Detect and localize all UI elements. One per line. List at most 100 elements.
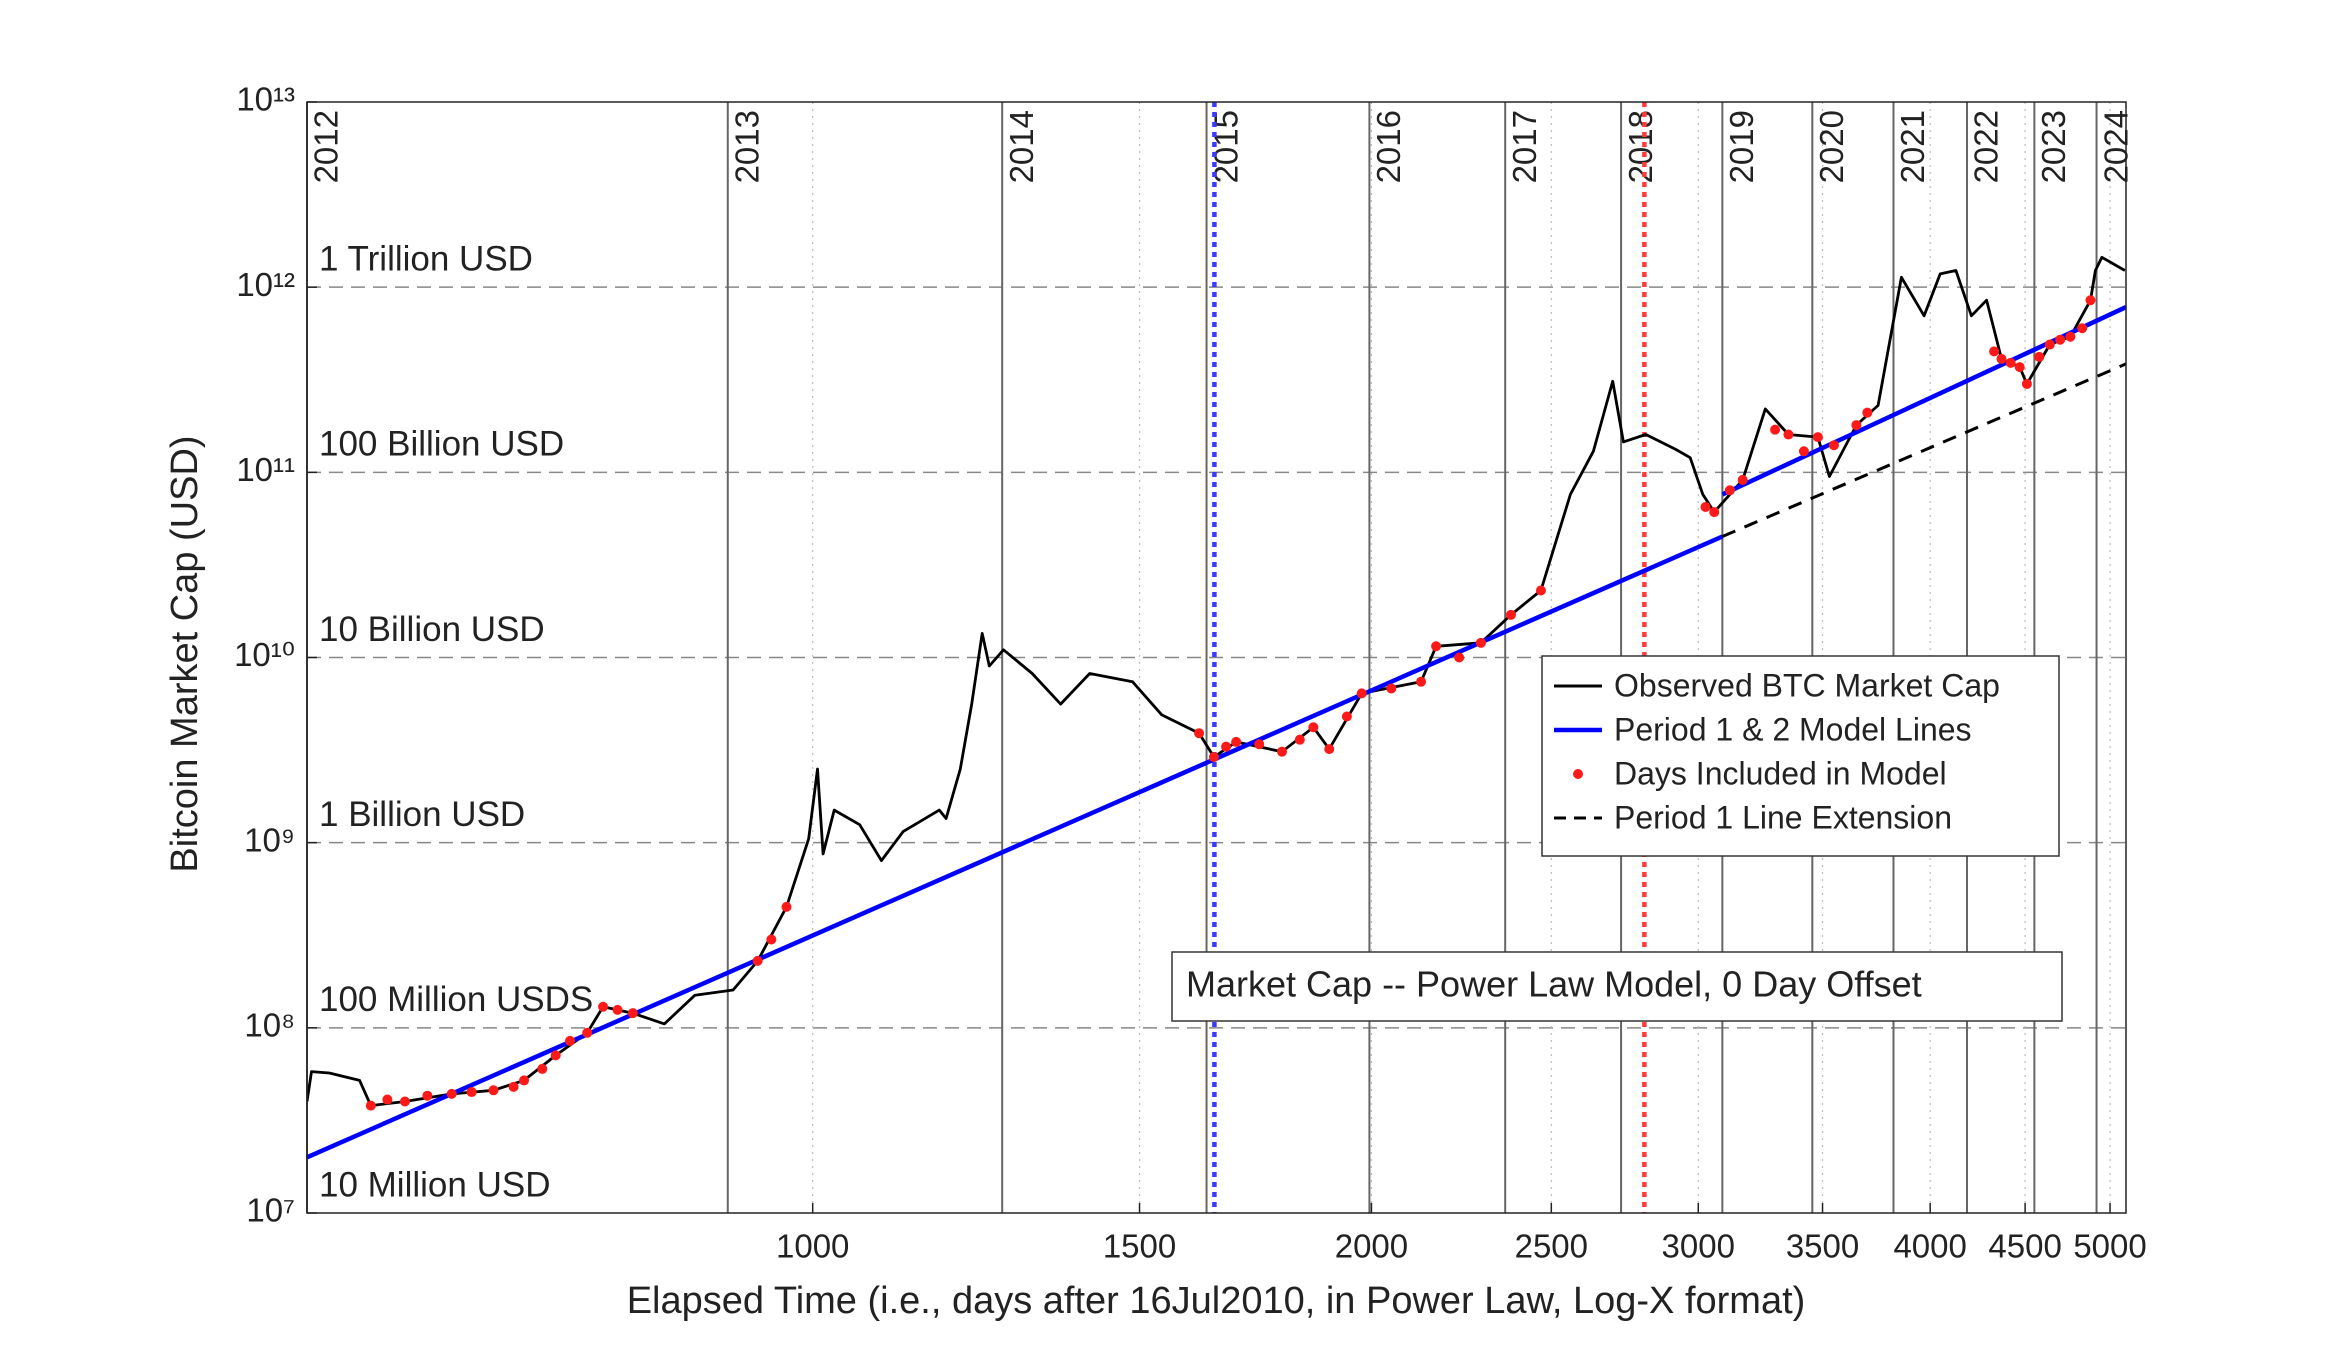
data-point — [1828, 440, 1839, 451]
data-point — [582, 1027, 593, 1038]
y-tick-label: 10¹⁰ — [234, 636, 295, 673]
data-point — [2021, 378, 2032, 389]
data-point — [466, 1087, 477, 1098]
data-point — [2085, 295, 2096, 306]
data-point — [382, 1094, 393, 1105]
data-point — [1737, 474, 1748, 485]
y-axis-label: Bitcoin Market Cap (USD) — [164, 435, 206, 872]
data-point — [1989, 346, 2000, 357]
y-tick-label: 10¹³ — [236, 81, 295, 118]
data-point — [1505, 609, 1516, 620]
data-point — [2014, 362, 2025, 373]
legend-label: Days Included in Model — [1614, 755, 1947, 791]
x-tick-label: 3500 — [1786, 1228, 1859, 1265]
data-point — [766, 934, 777, 945]
data-point — [2005, 357, 2016, 368]
data-point — [1231, 736, 1242, 747]
data-point — [598, 1001, 609, 1012]
data-point — [2077, 323, 2088, 334]
data-point — [1208, 752, 1219, 763]
legend-swatch — [1573, 769, 1583, 779]
data-point — [612, 1004, 623, 1015]
legend-label: Period 1 Line Extension — [1614, 799, 1952, 835]
year-label: 2024 — [2097, 110, 2134, 183]
data-point — [1416, 676, 1427, 687]
data-point — [1798, 446, 1809, 457]
data-point — [1709, 507, 1720, 518]
x-tick-label: 4500 — [1988, 1228, 2061, 1265]
data-point — [1454, 652, 1465, 663]
data-point — [508, 1081, 519, 1092]
x-tick-label: 1500 — [1103, 1228, 1176, 1265]
data-point — [1724, 485, 1735, 496]
data-point — [1254, 739, 1265, 750]
year-lines: 2012 2013 2014 2015 2016 2017 2018 2019 2020 2021… — [306, 102, 2134, 1213]
data-point — [1770, 424, 1781, 435]
legend-label: Observed BTC Market Cap — [1614, 667, 2000, 703]
data-point — [1308, 722, 1319, 733]
year-label: 2023 — [2035, 110, 2072, 183]
y-tick-label: 10⁸ — [244, 1007, 295, 1044]
data-point — [1324, 744, 1335, 755]
year-label: 2013 — [728, 110, 765, 183]
annotation-box — [1171, 951, 2063, 1022]
data-point — [2065, 331, 2076, 342]
data-point — [1294, 734, 1305, 745]
legend: Observed BTC Market Cap Period 1 & 2 Mode… — [1541, 655, 2060, 857]
data-point — [1386, 683, 1397, 694]
data-point — [399, 1096, 410, 1107]
plot: 1 Trillion USD 100 Billion USD 10 Billion … — [307, 239, 2126, 1204]
x-tick-label: 5000 — [2073, 1228, 2146, 1265]
data-point — [446, 1088, 457, 1099]
data-point — [1535, 585, 1546, 596]
x-tick-label: 3000 — [1662, 1228, 1735, 1265]
data-point — [1812, 432, 1823, 443]
year-label: 2017 — [1506, 110, 1543, 183]
x-tick-label: 4000 — [1893, 1228, 1966, 1265]
data-point — [422, 1090, 433, 1101]
data-point — [1221, 741, 1232, 752]
data-point — [1862, 407, 1873, 418]
data-point — [2034, 351, 2045, 362]
year-label: 2022 — [1968, 110, 2005, 183]
x-tick-label: 1000 — [776, 1228, 849, 1265]
x-axis-label: Elapsed Time (i.e., days after 16Jul2010… — [627, 1280, 1806, 1322]
data-point — [564, 1035, 575, 1046]
level-label: 10 Billion USD — [319, 610, 545, 649]
data-point — [519, 1075, 530, 1086]
data-point — [1356, 688, 1367, 699]
data-point — [1277, 746, 1288, 757]
data-point — [1341, 711, 1352, 722]
y-tick-label: 10⁹ — [244, 821, 295, 858]
year-label: 2021 — [1894, 110, 1931, 183]
data-point — [1194, 728, 1205, 739]
year-label: 2019 — [1723, 110, 1760, 183]
data-point — [537, 1063, 548, 1074]
level-label: 1 Trillion USD — [319, 239, 533, 278]
data-point — [752, 955, 763, 966]
level-label: 10 Million USD — [319, 1165, 550, 1204]
legend-box — [1541, 655, 2060, 857]
level-label: 100 Million USDS — [319, 980, 593, 1019]
data-point — [1851, 420, 1862, 431]
x-tick-label: 2500 — [1515, 1228, 1588, 1265]
data-point — [1783, 429, 1794, 440]
data-point — [365, 1100, 376, 1111]
data-point — [1996, 353, 2007, 364]
year-label: 2020 — [1813, 110, 1850, 183]
data-point — [2044, 339, 2055, 350]
y-tick-label: 10¹² — [236, 266, 295, 303]
data-point — [627, 1008, 638, 1019]
y-tick-label: 10⁷ — [246, 1192, 295, 1229]
year-label: 2014 — [1003, 110, 1040, 183]
y-tick-label: 10¹¹ — [236, 451, 295, 488]
data-point — [2055, 334, 2066, 345]
data-point — [1431, 641, 1442, 652]
year-label: 2012 — [308, 110, 345, 183]
level-label: 1 Billion USD — [319, 795, 525, 834]
data-point — [1475, 637, 1486, 648]
annotation: Market Cap -- Power Law Model, 0 Day Off… — [1186, 964, 1922, 1005]
year-label: 2016 — [1370, 110, 1407, 183]
ticks: 10⁷ 10⁸ 10⁹ 10¹⁰ 10¹¹ 10¹² 10¹³ 1000 1500 2000 250… — [234, 81, 2147, 1265]
level-label: 100 Billion USD — [319, 425, 564, 464]
